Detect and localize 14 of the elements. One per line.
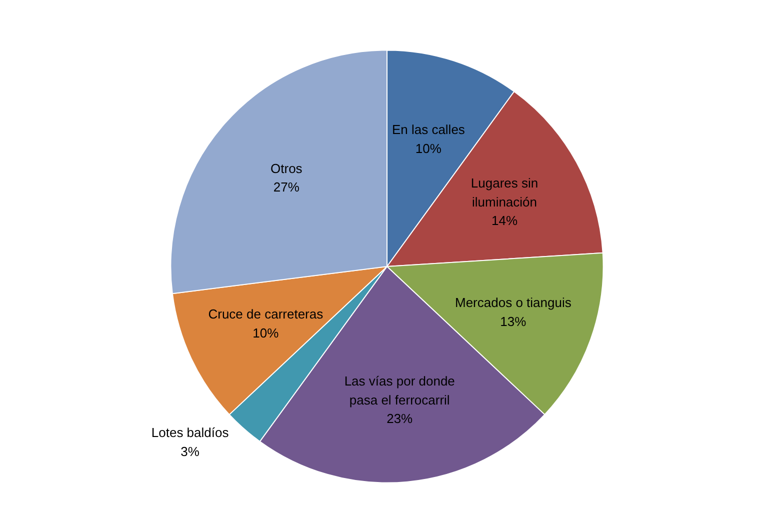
slice-label: Otros — [270, 160, 303, 176]
slice-label: Cruce de carreteras — [208, 306, 324, 322]
slice-label: Lugares sin iluminación — [470, 176, 538, 210]
data-label: 13% — [500, 314, 527, 329]
data-label: 14% — [492, 213, 518, 228]
data-label: 3% — [180, 444, 200, 459]
slice-label: Lotes baldíos — [151, 425, 230, 440]
data-label: 10% — [252, 325, 280, 340]
data-label: 27% — [273, 180, 300, 195]
data-label: 10% — [415, 140, 442, 156]
slice-label: Mercados o tianguis — [455, 295, 572, 310]
slice-label: Las vías por donde pasa el ferrocarril — [344, 374, 455, 408]
slice-label: En las calles — [392, 122, 466, 138]
data-label: 23% — [386, 411, 414, 426]
